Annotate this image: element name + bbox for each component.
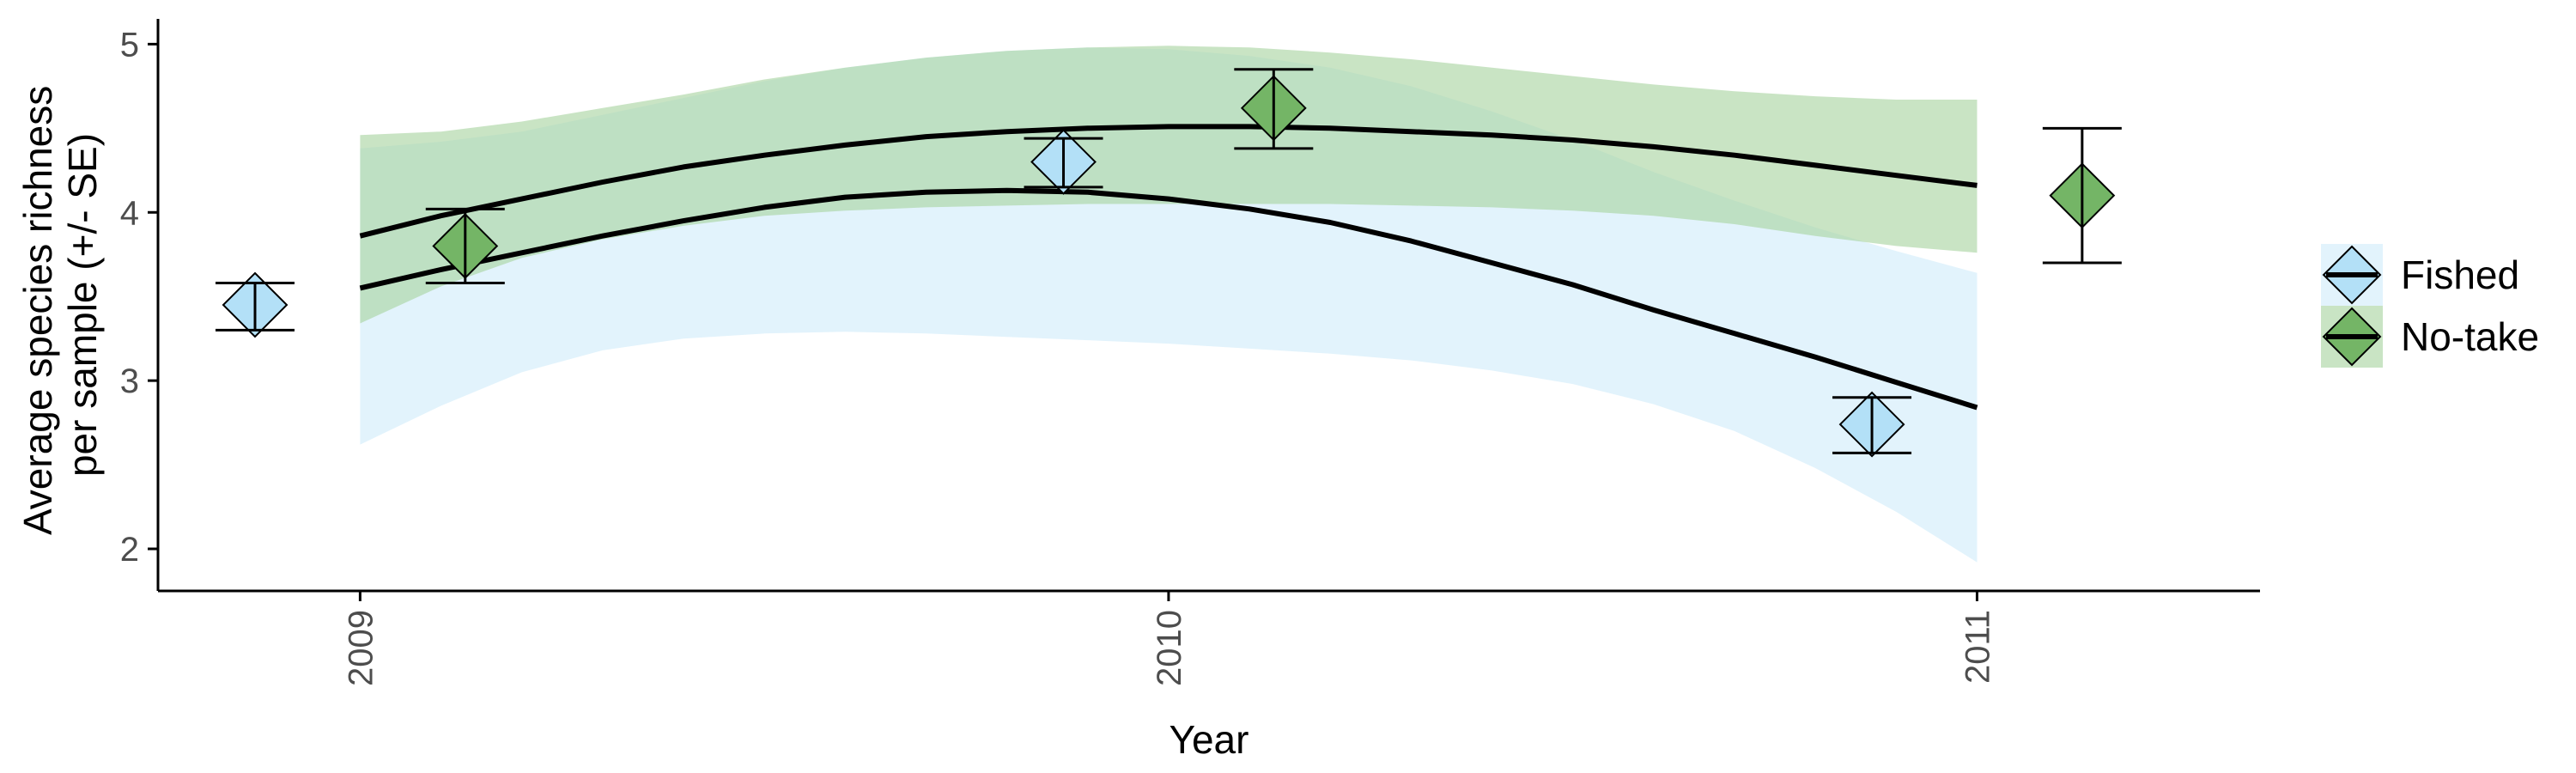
y-axis-title-line-1: Average species richness [15, 86, 60, 535]
fit-line-fished [359, 187, 1978, 411]
data-point-no-take-3 [2042, 126, 2122, 265]
legend: Fished No-take [2321, 244, 2539, 368]
y-tick-label: 5 [120, 26, 139, 64]
axes: 2009 2010 2011 2 3 4 5 Year Average species r… [15, 19, 2260, 762]
data-point-no-take-1 [425, 207, 505, 285]
fit-lines [359, 124, 1978, 411]
y-axis-title-line-2: per sample (+/- SE) [60, 133, 105, 477]
data-point-no-take-2 [1234, 68, 1314, 150]
data-point-fished-3 [1832, 391, 1912, 458]
fit-line-no-take [359, 124, 1978, 239]
legend-item-no-take: No-take [2321, 306, 2539, 368]
legend-label: No-take [2401, 314, 2539, 359]
data-points [215, 68, 2122, 458]
x-tick-label: 2010 [1151, 610, 1188, 686]
confidence-bands [360, 46, 1978, 563]
data-point-fished-1 [215, 271, 295, 338]
y-axis-title: Average species richness per sample (+/-… [15, 75, 105, 535]
confidence-band-no-take [360, 46, 1978, 324]
legend-item-fished: Fished [2321, 244, 2519, 306]
y-tick-label: 2 [120, 531, 139, 569]
data-point-fished-2 [1024, 129, 1103, 195]
x-axis-title: Year [1170, 717, 1249, 762]
legend-label: Fished [2401, 253, 2519, 297]
y-ticks: 2 3 4 5 [120, 26, 158, 569]
x-tick-label: 2009 [342, 610, 380, 686]
x-ticks: 2009 2010 2011 [342, 591, 1996, 686]
y-tick-label: 3 [120, 362, 139, 400]
y-tick-label: 4 [120, 194, 139, 232]
x-tick-label: 2011 [1959, 610, 1996, 684]
